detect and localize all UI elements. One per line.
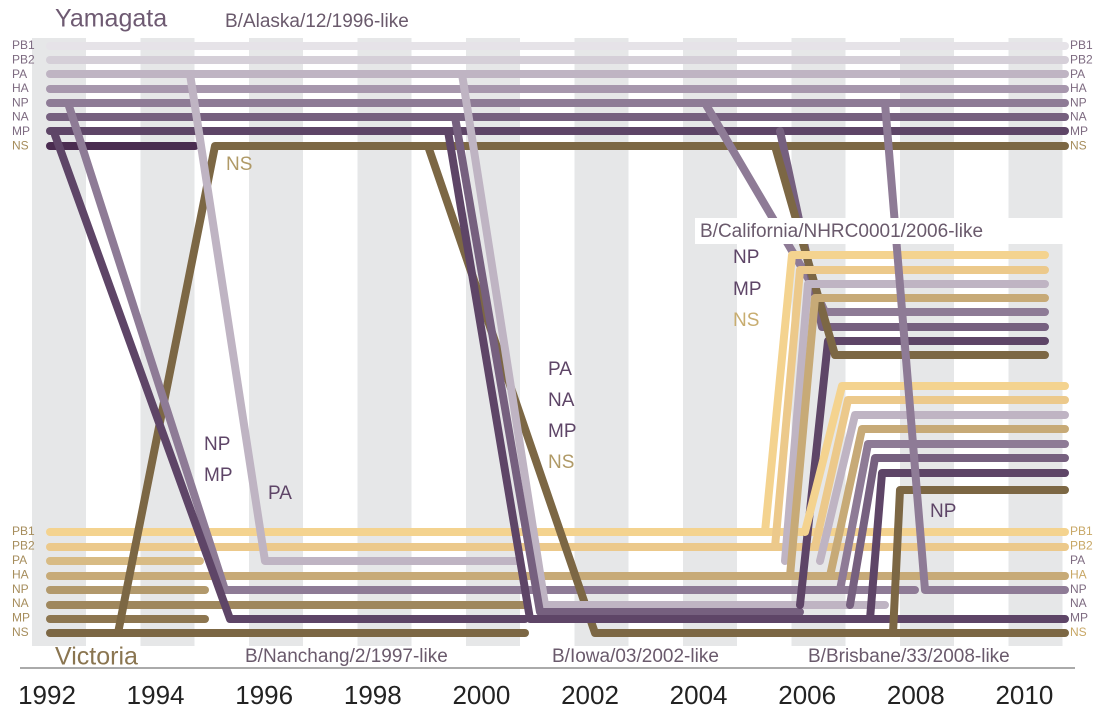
annotation: PA (268, 483, 292, 504)
year-label: 1996 (235, 680, 293, 710)
segment-path (771, 266, 1049, 551)
segment-label: PB2 (12, 539, 35, 553)
segment-path (801, 382, 1069, 536)
segment-label: HA (1070, 81, 1087, 95)
year-label: 2008 (887, 680, 945, 710)
california-lineage: B/California/NHRC0001/2006-like (700, 221, 983, 242)
annotation: NS (226, 154, 252, 175)
segment-label: MP (1070, 611, 1088, 625)
annotation: NA (548, 390, 575, 411)
year-label: 1998 (344, 680, 402, 710)
annotation: MP (733, 279, 762, 300)
year-label: 1994 (127, 680, 185, 710)
segment-label: NS (1070, 138, 1087, 152)
segment-label: PA (1070, 553, 1085, 567)
segment-path (771, 142, 1049, 359)
yamagata-lineage: B/Alaska/12/1996-like (225, 11, 409, 32)
yamagata-title: Yamagata (55, 5, 167, 33)
segment-label: NP (1070, 582, 1087, 596)
segment-label: MP (12, 124, 30, 138)
segment-path (776, 127, 1049, 331)
segment-label: NA (1070, 596, 1087, 610)
annotation: NP (930, 501, 956, 522)
year-label: 2002 (561, 680, 619, 710)
victoria-title: Victoria (55, 643, 138, 671)
segment-path (458, 70, 889, 609)
segment-label: PB1 (1070, 524, 1093, 538)
segment-path (866, 469, 1069, 623)
segment-path (786, 294, 1049, 580)
segment-path (826, 425, 1069, 580)
segment-label: PB1 (12, 38, 35, 52)
segment-label: PA (12, 553, 27, 567)
segment-path (186, 70, 524, 565)
segment-path (51, 131, 529, 623)
segment-label: HA (12, 81, 29, 95)
segment-label: NA (1070, 110, 1087, 124)
segment-label: NP (12, 95, 29, 109)
segment-label: NP (12, 582, 29, 596)
segment-label: PB2 (12, 52, 35, 66)
annotation: MP (548, 421, 577, 442)
segment-label: PA (1070, 67, 1085, 81)
segment-label: HA (12, 567, 29, 581)
segment-path (761, 251, 1049, 536)
segment-label: NA (12, 110, 29, 124)
segment-label: PB1 (1070, 38, 1093, 52)
segment-path (881, 99, 1069, 594)
segment-path (64, 99, 919, 594)
segment-label: HA (1070, 567, 1087, 581)
year-label: 2004 (670, 680, 728, 710)
annotation: PA (548, 359, 572, 380)
year-label: 2006 (778, 680, 836, 710)
year-label: 1992 (18, 680, 76, 710)
segment-path (889, 486, 1069, 637)
segment-path (781, 280, 1049, 565)
victoria-lineage: B/Nanchang/2/1997-like (245, 646, 448, 667)
segment-label: PB2 (1070, 52, 1093, 66)
segment-label: MP (12, 611, 30, 625)
segment-label: NP (1070, 95, 1087, 109)
segment-path (451, 113, 804, 616)
annotation: MP (204, 465, 233, 486)
segment-path (424, 142, 1069, 637)
annotation: NP (204, 434, 230, 455)
annotation: NS (548, 452, 574, 473)
segment-label: NA (12, 596, 29, 610)
segment-path (846, 454, 1069, 609)
segment-label: PB1 (12, 524, 35, 538)
segment-label: NS (12, 138, 29, 152)
year-label: 2010 (995, 680, 1053, 710)
segment-path (816, 411, 1069, 565)
victoria-lineage: B/Iowa/03/2002-like (552, 646, 719, 667)
segment-label: MP (1070, 124, 1088, 138)
segment-label: PB2 (1070, 539, 1093, 553)
label-background (695, 218, 1065, 244)
annotation: NP (733, 247, 759, 268)
segment-path (836, 440, 1069, 594)
segment-label: NS (12, 625, 29, 639)
segment-path (811, 396, 1069, 551)
victoria-lineage: B/Brisbane/33/2008-like (808, 646, 1010, 667)
segment-label: NS (1070, 625, 1087, 639)
annotation: NS (733, 310, 759, 331)
segment-path (444, 127, 1069, 623)
segment-label: PA (12, 67, 27, 81)
year-label: 2000 (452, 680, 510, 710)
